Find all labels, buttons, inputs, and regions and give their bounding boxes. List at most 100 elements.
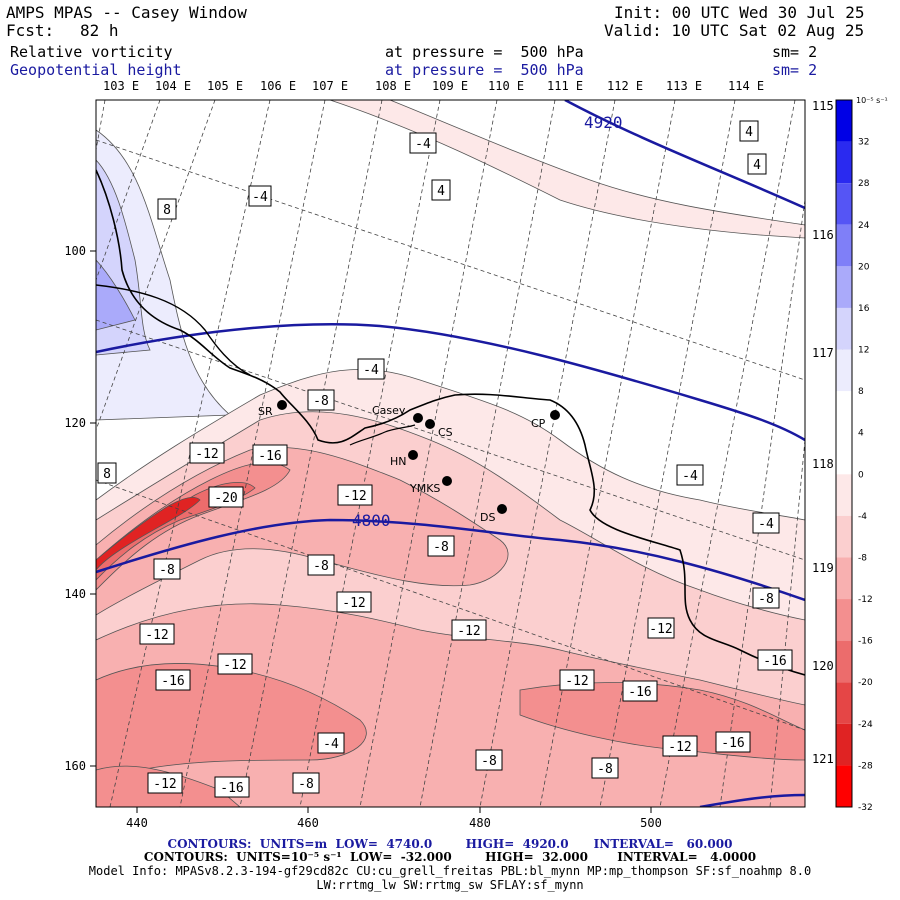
field2-name: Geopotential height [10, 61, 182, 79]
colorbar-tick-label: -8 [858, 553, 867, 563]
station-label: CP [531, 417, 546, 430]
colorbar-tick-label: 32 [858, 138, 869, 148]
plot-frame [95, 99, 806, 808]
vort-label: -8 [591, 757, 619, 779]
station-marker[interactable] [497, 504, 507, 514]
colorbar-tick-label: 8 [858, 387, 864, 397]
colorbar-swatch [836, 391, 852, 433]
svg-text:-8: -8 [298, 777, 314, 792]
svg-text:-12: -12 [668, 740, 691, 755]
station-marker[interactable] [408, 450, 418, 460]
svg-text:-8: -8 [433, 540, 449, 555]
svg-text:4: 4 [437, 184, 445, 199]
vort-label: -8 [427, 535, 455, 557]
svg-text:-12: -12 [342, 596, 365, 611]
svg-text:-8: -8 [758, 592, 774, 607]
colorbar-swatch [836, 224, 852, 267]
svg-text:-4: -4 [682, 469, 698, 484]
svg-text:-16: -16 [220, 781, 243, 796]
lon-label-top: 111 E [547, 79, 583, 93]
colorbar-tick-label: -24 [858, 720, 873, 730]
init-time: Init: 00 UTC Wed 30 Jul 25 [614, 3, 865, 22]
vort-label: -12 [662, 735, 698, 757]
plot-title: AMPS MPAS -- Casey Window [6, 3, 247, 22]
colorbar-swatch [836, 141, 852, 184]
vort-label: -12 [451, 619, 487, 641]
colorbar-tick-label: 16 [858, 304, 870, 314]
station-label: SR [258, 405, 273, 418]
lon-label-top: 107 E [312, 79, 348, 93]
svg-text:-12: -12 [145, 628, 168, 643]
colorbar-swatch [836, 682, 852, 724]
colorbar-tick-label: 12 [858, 346, 869, 356]
vort-label: 4 [431, 179, 451, 201]
svg-text:-16: -16 [628, 685, 651, 700]
colorbar-swatch [836, 723, 852, 766]
svg-text:-8: -8 [481, 754, 497, 769]
footer-physics-info: LW:rrtmg_lw SW:rrtmg_sw SFLAY:sf_mynn [316, 878, 584, 892]
svg-text:4: 4 [753, 158, 761, 173]
height-contour [96, 518, 805, 602]
colorbar-swatch [836, 765, 852, 807]
vort-label: -16 [155, 669, 191, 691]
svg-text:-4: -4 [363, 363, 379, 378]
y-tick-label: 160 [64, 759, 86, 773]
station-label: YMKS [409, 482, 440, 495]
vort-label: -16 [252, 444, 288, 466]
vort-label: -8 [292, 772, 320, 794]
forecast-hours: 82 h [80, 21, 119, 40]
svg-text:-12: -12 [457, 624, 480, 639]
svg-text:-8: -8 [159, 563, 175, 578]
svg-text:-20: -20 [214, 491, 237, 506]
colorbar-tick-label: 0 [858, 470, 864, 480]
vort-label: -12 [139, 623, 175, 645]
colorbar-tick-label: -28 [858, 761, 873, 771]
colorbar-swatch [836, 599, 852, 641]
colorbar-unit: 10⁻⁵ s⁻¹ [856, 96, 888, 105]
svg-text:-4: -4 [758, 517, 774, 532]
svg-text:-4: -4 [252, 190, 268, 205]
lon-label-top: 103 E [103, 79, 139, 93]
station-marker[interactable] [442, 476, 452, 486]
footer-vorticity-contours: CONTOURS: UNITS=10⁻⁵ s⁻¹ LOW= -32.000 HI… [143, 850, 757, 864]
station-marker[interactable] [550, 410, 560, 420]
colorbar-swatch [836, 640, 852, 683]
vort-label: -8 [153, 558, 181, 580]
height-label: 4920 [584, 113, 623, 132]
colorbar-swatch [836, 266, 852, 308]
vort-label: -4 [752, 512, 780, 534]
forecast-label: Fcst: [6, 21, 55, 40]
lon-label-top: 114 E [728, 79, 764, 93]
field2-level: at pressure = 500 hPa [385, 61, 584, 79]
vort-label: -16 [715, 731, 751, 753]
y-tick-label: 120 [64, 416, 86, 430]
vort-label: -16 [757, 649, 793, 671]
svg-text:-8: -8 [313, 394, 329, 409]
x-tick-label: 480 [469, 816, 491, 830]
svg-text:-12: -12 [223, 658, 246, 673]
colorbar-swatch [836, 474, 852, 516]
vort-label: -4 [676, 464, 704, 486]
station-label: CS [438, 426, 453, 439]
station-marker[interactable] [413, 413, 423, 423]
svg-text:4: 4 [745, 125, 753, 140]
svg-text:-12: -12 [565, 674, 588, 689]
lon-label-top: 106 E [260, 79, 296, 93]
vort-label: -8 [307, 389, 335, 411]
station-label: DS [480, 511, 495, 524]
station-marker[interactable] [425, 419, 435, 429]
lon-label-top: 108 E [375, 79, 411, 93]
colorbar-tick-label: -32 [858, 803, 873, 813]
y-tick-label: 140 [64, 587, 86, 601]
height-label: 4800 [352, 511, 391, 530]
lon-label-top: 109 E [432, 79, 468, 93]
lon-label-top: 110 E [488, 79, 524, 93]
x-tick-label: 460 [297, 816, 319, 830]
svg-text:-16: -16 [258, 449, 281, 464]
station-marker[interactable] [277, 400, 287, 410]
coastline [96, 169, 805, 676]
svg-text:8: 8 [103, 467, 111, 482]
field1-name: Relative vorticity [10, 43, 173, 61]
vort-label: -8 [307, 554, 335, 576]
